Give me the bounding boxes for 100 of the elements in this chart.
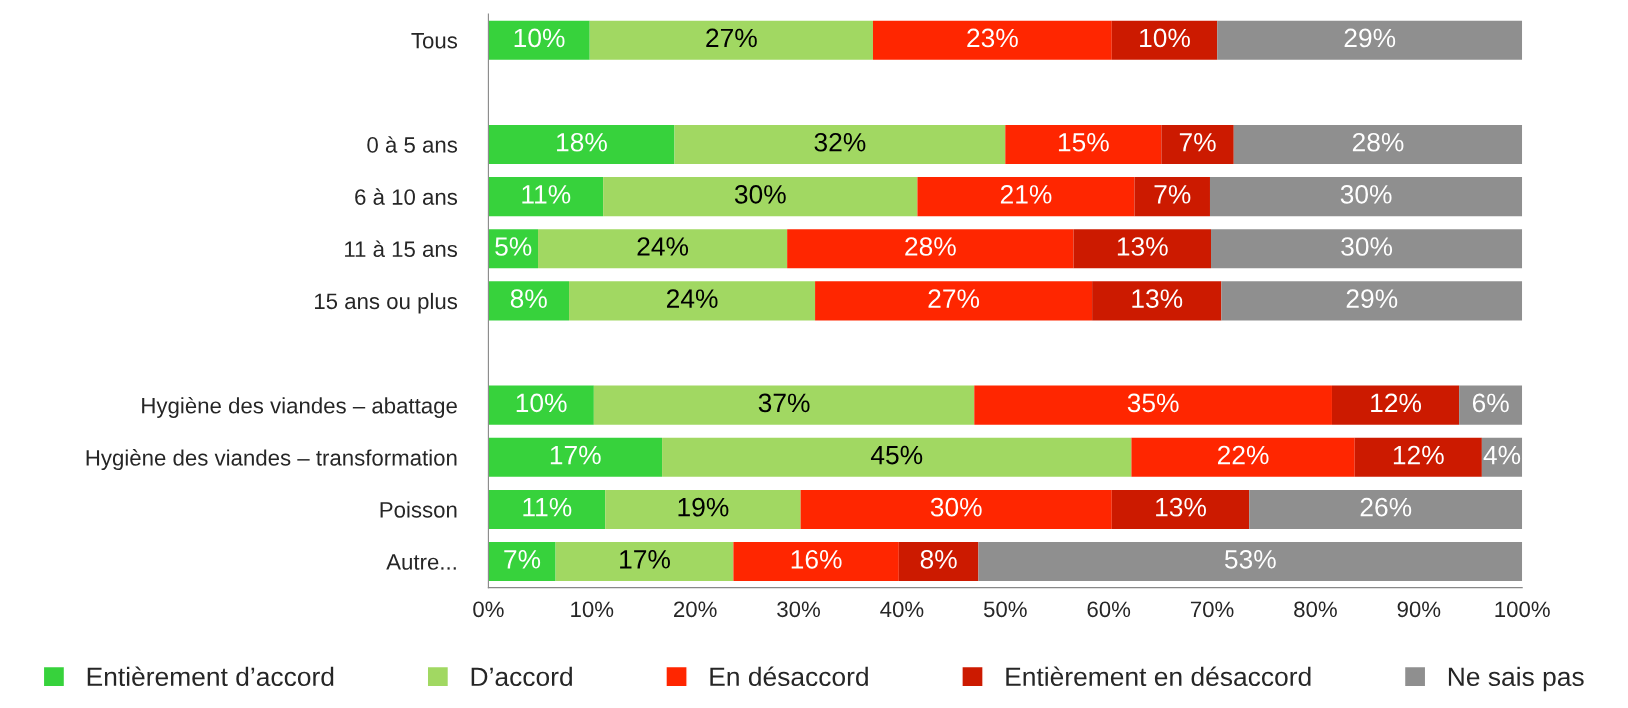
x-tick-label: 0%: [473, 601, 504, 618]
data-label: 17%: [550, 445, 601, 465]
bar: [488, 489, 606, 529]
data-label: 11%: [523, 497, 572, 517]
bar: [898, 542, 979, 582]
y-tick-label: Hygiène des viandes – abattage: [142, 396, 457, 418]
data-label: 22%: [1217, 445, 1269, 465]
bar: [1217, 20, 1523, 60]
bar: [488, 281, 570, 321]
bar: [978, 542, 1523, 582]
bar: [872, 20, 1112, 60]
bar: [674, 124, 1006, 165]
data-label: 13%: [1156, 497, 1206, 517]
bar: [605, 489, 801, 529]
data-label: 13%: [1117, 237, 1168, 256]
data-label: 26%: [1360, 497, 1412, 517]
y-tick-label: Hygiène des viandes – transformation: [86, 449, 457, 471]
data-label: 30%: [1340, 185, 1392, 204]
y-tick-label: Autre...: [386, 554, 456, 570]
data-label: 10%: [516, 393, 567, 413]
data-label: 30%: [734, 185, 786, 204]
legend-label: Entièrement d’accord: [87, 666, 334, 687]
bar: [488, 385, 594, 425]
data-label: 29%: [1346, 289, 1398, 308]
bar: [1459, 385, 1523, 425]
bar: [589, 20, 873, 60]
bar: [1249, 489, 1523, 529]
x-tick-label: 20%: [674, 601, 717, 618]
bar: [488, 542, 556, 582]
bar: [1073, 229, 1212, 269]
bar: [1111, 489, 1250, 529]
data-label: 30%: [1341, 237, 1393, 256]
data-label: 11%: [522, 185, 571, 204]
y-tick-label: 0 à 5 ans: [367, 136, 458, 153]
data-label: 53%: [1224, 549, 1276, 569]
data-label: 18%: [557, 132, 607, 152]
bar: [787, 229, 1074, 269]
data-label: 30%: [930, 497, 982, 517]
y-tick-label: 11 à 15 ans: [345, 240, 458, 258]
data-label: 8%: [920, 549, 957, 569]
bar: [488, 177, 604, 217]
bar: [603, 177, 918, 217]
data-label: 27%: [706, 28, 757, 48]
bar: [569, 281, 816, 321]
data-label: 16%: [791, 549, 842, 569]
legend-label: D’accord: [471, 666, 572, 687]
legend-label: En désaccord: [710, 666, 868, 687]
data-label: 28%: [1352, 132, 1404, 152]
bar: [800, 489, 1112, 529]
data-label: 28%: [905, 237, 956, 256]
y-tick-label: Tous: [411, 32, 458, 49]
data-label: 12%: [1393, 445, 1444, 465]
data-label: 45%: [870, 445, 923, 465]
data-label: 15%: [1058, 133, 1109, 152]
data-label: 7%: [1179, 133, 1216, 152]
y-tick-label: 6 à 10 ans: [355, 188, 458, 205]
x-tick-label: 30%: [777, 601, 820, 618]
data-label: 6%: [1472, 393, 1509, 413]
legend-label: Entièrement en désaccord: [1006, 666, 1311, 687]
data-label: 23%: [967, 28, 1018, 48]
bar: [815, 281, 1093, 321]
x-tick-label: 80%: [1294, 601, 1337, 618]
data-label: 13%: [1132, 289, 1183, 308]
data-label: 37%: [758, 393, 810, 413]
bar: [1209, 177, 1523, 217]
bar: [1161, 124, 1234, 165]
bar: [1092, 281, 1222, 321]
bar: [917, 177, 1135, 217]
x-tick-label: 90%: [1397, 601, 1441, 618]
data-label: 4%: [1483, 445, 1521, 465]
bar: [488, 124, 675, 165]
bar: [488, 437, 663, 477]
data-label: 35%: [1127, 393, 1179, 413]
data-label: 29%: [1344, 28, 1396, 48]
bar: [733, 542, 899, 582]
data-label: 17%: [620, 550, 670, 569]
bar: [1111, 20, 1218, 60]
x-tick-label: 100%: [1495, 601, 1550, 618]
bar: [593, 385, 975, 425]
data-label: 27%: [928, 289, 980, 308]
x-tick-label: 70%: [1190, 601, 1234, 618]
data-label: 32%: [814, 132, 866, 152]
x-tick-label: 10%: [571, 601, 614, 618]
data-label: 10%: [514, 28, 565, 48]
bar: [1354, 437, 1482, 477]
data-label: 12%: [1371, 393, 1422, 413]
data-label: 7%: [504, 550, 541, 569]
bar: [1221, 281, 1523, 321]
x-tick-label: 50%: [983, 601, 1027, 618]
bar: [488, 20, 590, 60]
data-label: 24%: [637, 237, 689, 256]
bar: [1233, 124, 1523, 165]
bar: [974, 385, 1332, 425]
legend-label: Ne sais pas: [1448, 666, 1584, 692]
bar: [555, 542, 734, 582]
data-label: 24%: [666, 289, 718, 308]
bar: [662, 437, 1132, 477]
bar: [1331, 385, 1460, 425]
data-label: 21%: [1000, 185, 1052, 204]
data-label: 7%: [1154, 185, 1191, 204]
